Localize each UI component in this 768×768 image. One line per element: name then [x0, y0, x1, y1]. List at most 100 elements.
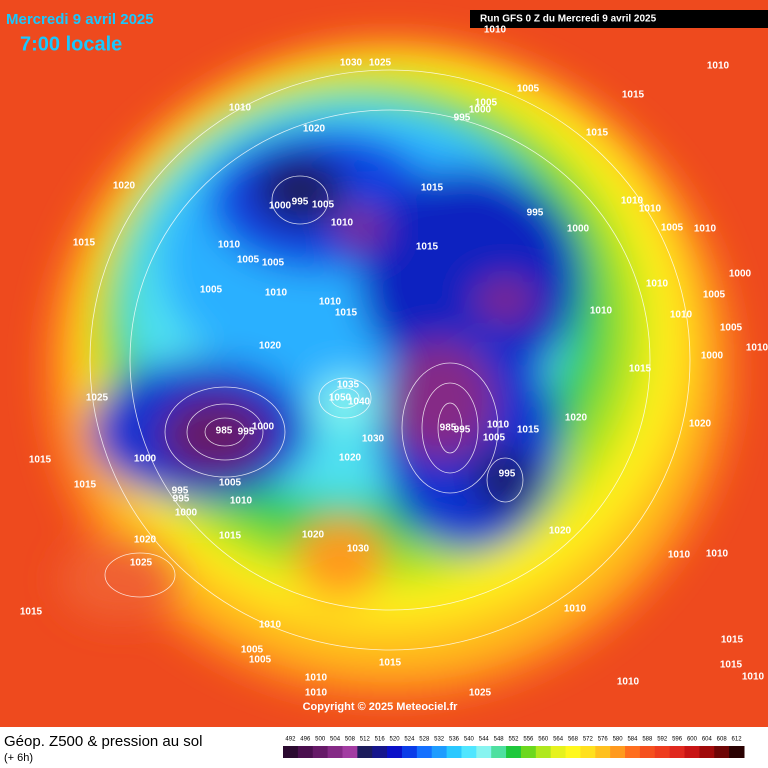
legend-label: 524: [404, 737, 415, 743]
pressure-label: 1010: [646, 279, 669, 290]
pressure-label: 1010: [484, 25, 507, 36]
pressure-label: 1015: [421, 183, 444, 194]
pressure-label: 985: [216, 426, 233, 437]
legend-label: 552: [508, 737, 519, 743]
pressure-label: 1005: [483, 433, 506, 444]
pressure-label: 1010: [305, 673, 328, 684]
pressure-label: 1010: [668, 550, 691, 561]
pressure-label: 1040: [348, 397, 371, 408]
pressure-label: 995: [238, 427, 255, 438]
pressure-label: 1010: [706, 549, 729, 560]
pressure-label: 1015: [517, 425, 540, 436]
legend-swatch: [729, 746, 745, 758]
legend-swatch: [401, 746, 418, 758]
pressure-label: 1005: [475, 98, 498, 109]
legend-swatch: [684, 746, 700, 758]
legend-label: 516: [375, 737, 386, 743]
pressure-label: 1005: [249, 655, 272, 666]
legend-label: 572: [583, 737, 594, 743]
pressure-label: 1010: [259, 620, 282, 631]
legend-label: 604: [702, 737, 713, 743]
pressure-label: 995: [292, 197, 309, 208]
pressure-label: 1010: [229, 103, 252, 114]
pressure-label: 1000: [729, 269, 752, 280]
legend-label: 608: [717, 737, 728, 743]
legend-label: 560: [538, 737, 549, 743]
legend-swatch: [580, 746, 596, 758]
pressure-label: 1010: [694, 224, 717, 235]
pressure-label: 1005: [219, 478, 242, 489]
legend-swatch: [610, 746, 626, 758]
legend-label: 520: [390, 737, 401, 743]
pressure-label: 995: [499, 469, 516, 480]
legend-swatch: [654, 746, 671, 758]
pressure-label: 1010: [564, 604, 587, 615]
pressure-label: 1005: [262, 258, 285, 269]
pressure-label: 1020: [549, 526, 572, 537]
legend-label: 576: [598, 737, 609, 743]
legend-swatch: [565, 746, 581, 758]
legend-swatch: [535, 746, 552, 758]
legend-label: 496: [300, 737, 311, 743]
legend-swatch: [595, 746, 611, 758]
pressure-label: 1025: [86, 393, 109, 404]
pressure-label: 1025: [369, 58, 392, 69]
legend-swatch: [550, 746, 567, 758]
pressure-label: 1015: [622, 90, 645, 101]
legend-swatch: [283, 746, 299, 758]
pressure-label: 1005: [703, 290, 726, 301]
pressure-label: 1020: [259, 341, 282, 352]
pressure-label: 1010: [639, 204, 662, 215]
legend-label: 556: [523, 737, 534, 743]
legend-swatch: [520, 746, 537, 758]
pressure-label: 1015: [379, 658, 402, 669]
pressure-label: 1025: [130, 558, 153, 569]
pressure-label: 1030: [347, 544, 370, 555]
legend-swatch: [669, 746, 686, 758]
copyright: Copyright © 2025 Meteociel.fr: [303, 701, 459, 713]
pressure-label: 1030: [362, 434, 385, 445]
footer-lead: (+ 6h): [4, 752, 33, 764]
run-box: [470, 10, 768, 28]
legend-swatch: [476, 746, 492, 758]
legend-label: 588: [642, 737, 653, 743]
legend-label: 540: [464, 737, 475, 743]
legend-swatch: [372, 746, 388, 758]
legend: 492 496 500 504 508 512 516 520 524 528 532 536 540 5…: [283, 737, 745, 758]
pressure-label: 1020: [302, 530, 325, 541]
legend-label: 528: [419, 737, 430, 743]
pressure-label: 1000: [469, 105, 492, 116]
pressure-label: 995: [527, 208, 544, 219]
pressure-label: 1015: [416, 242, 439, 253]
pressure-label: 1010: [331, 218, 354, 229]
pressure-label: 1015: [219, 531, 242, 542]
legend-label: 536: [449, 737, 460, 743]
pressure-label: 1005: [200, 285, 223, 296]
pressure-label: 1020: [134, 535, 157, 546]
pressure-label: 1015: [720, 660, 743, 671]
legend-label: 548: [494, 737, 505, 743]
legend-label: 600: [687, 737, 698, 743]
legend-swatch: [714, 746, 730, 758]
legend-label: 580: [613, 737, 624, 743]
pressure-label: 1010: [670, 310, 693, 321]
legend-swatch: [416, 746, 433, 758]
pressure-label: 1010: [742, 672, 765, 683]
legend-label: 500: [315, 737, 326, 743]
pressure-label: 1015: [721, 635, 744, 646]
legend-label: 564: [553, 737, 564, 743]
pressure-label: 1015: [586, 128, 609, 139]
pressure-label: 1005: [517, 84, 540, 95]
pressure-label: 1010: [265, 288, 288, 299]
pressure-label: 1000: [252, 422, 275, 433]
legend-swatch: [506, 746, 522, 758]
pressure-label: 1015: [29, 455, 52, 466]
pressure-label: 1020: [339, 453, 362, 464]
legend-label: 492: [285, 737, 296, 743]
legend-swatch: [491, 746, 507, 758]
legend-swatch: [699, 746, 715, 758]
pressure-label: 1010: [746, 343, 768, 354]
pressure-label: 995: [454, 113, 471, 124]
pressure-label: 1010: [590, 306, 613, 317]
